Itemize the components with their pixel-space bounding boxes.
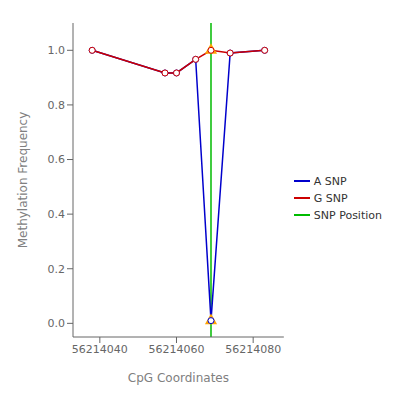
svg-text:0.0: 0.0 xyxy=(48,317,66,330)
svg-text:CpG Coordinates: CpG Coordinates xyxy=(128,371,229,385)
html-text:A SNP: A SNP xyxy=(313,174,347,188)
svg-text:0.2: 0.2 xyxy=(48,263,66,276)
svg-text:0.6: 0.6 xyxy=(48,153,66,166)
svg-text:56214080: 56214080 xyxy=(225,343,281,356)
svg-text:56214040: 56214040 xyxy=(72,343,128,356)
svg-text:1.0: 1.0 xyxy=(48,44,66,57)
svg-text:0.8: 0.8 xyxy=(48,99,66,112)
svg-text:56214060: 56214060 xyxy=(148,343,204,356)
svg-text:Methylation Frequency: Methylation Frequency xyxy=(16,112,30,249)
html-text:G SNP: G SNP xyxy=(313,191,348,205)
svg-text:0.4: 0.4 xyxy=(48,208,66,221)
html-text:SNP Position: SNP Position xyxy=(313,208,382,222)
